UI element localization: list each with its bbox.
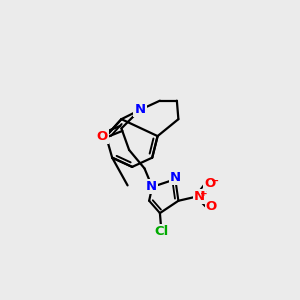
- Text: O: O: [204, 177, 216, 190]
- Text: +: +: [200, 189, 208, 198]
- Text: Cl: Cl: [154, 225, 169, 238]
- Text: N: N: [134, 103, 146, 116]
- Text: N: N: [146, 180, 157, 194]
- Text: O: O: [97, 130, 108, 142]
- Text: O: O: [206, 200, 217, 213]
- Text: N: N: [170, 171, 181, 184]
- Text: N: N: [194, 190, 205, 203]
- Text: −: −: [211, 176, 219, 186]
